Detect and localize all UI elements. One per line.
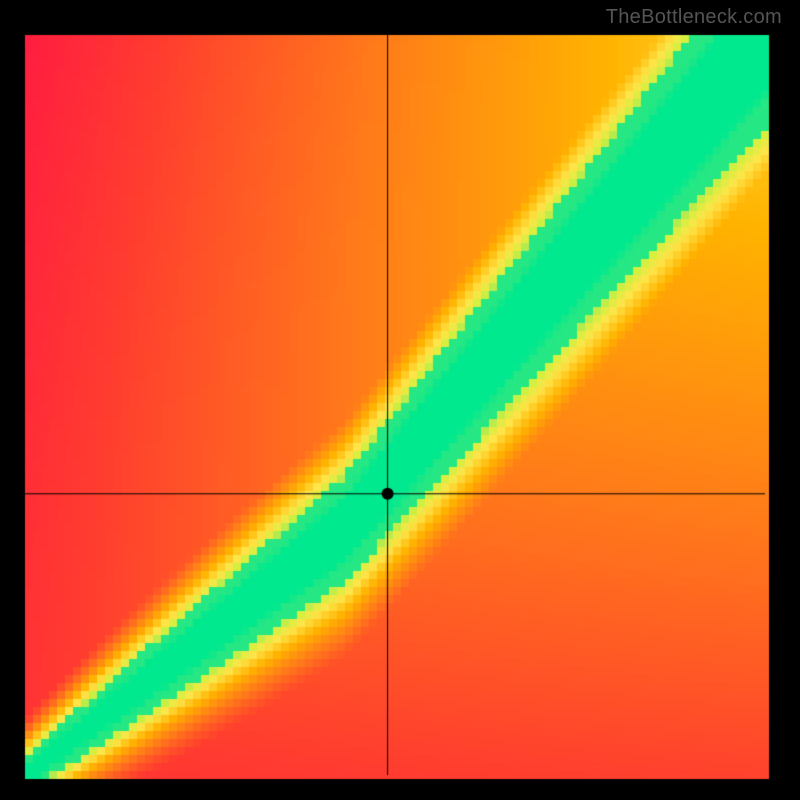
bottleneck-heatmap [0,0,800,800]
watermark-text: TheBottleneck.com [606,6,782,29]
